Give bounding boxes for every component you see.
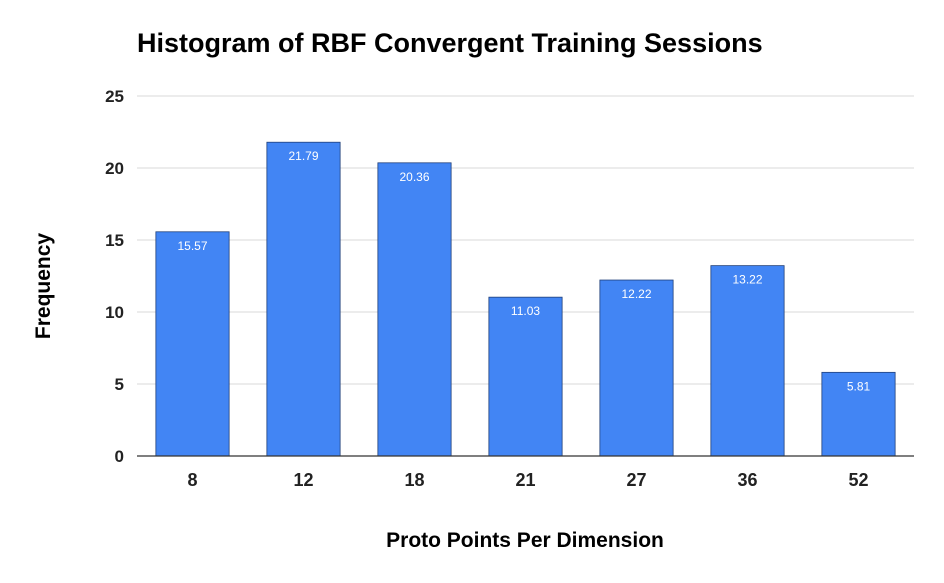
x-axis-title: Proto Points Per Dimension: [386, 529, 664, 552]
data-label-8: 15.57: [177, 239, 207, 253]
y-tick-label: 15: [105, 231, 124, 250]
data-label-21: 11.03: [511, 304, 540, 318]
data-labels: 15.57 21.79 20.36 11.03 12.22 13.22 5.81: [177, 149, 870, 393]
data-label-52: 5.81: [847, 379, 871, 393]
bar-8: [155, 231, 230, 457]
bar-27: [599, 279, 674, 457]
x-tick-label: 12: [293, 470, 313, 490]
bar-21: [488, 296, 563, 457]
bar-36: [710, 265, 785, 457]
axes: 0 5 10 15 20 25 8 12 18 21 27 36 52: [105, 87, 914, 490]
y-tick-label: 20: [105, 159, 124, 178]
x-tick-label: 52: [848, 470, 868, 490]
x-tick-label: 21: [515, 470, 535, 490]
x-tick-label: 18: [404, 470, 424, 490]
data-label-12: 21.79: [288, 149, 318, 163]
x-tick-label: 36: [737, 470, 757, 490]
chart-title: Histogram of RBF Convergent Training Ses…: [137, 28, 763, 58]
y-tick-label: 5: [115, 375, 124, 394]
y-axis-title: Frequency: [32, 233, 55, 340]
y-tick-label: 25: [105, 87, 124, 106]
data-label-18: 20.36: [399, 170, 429, 184]
data-label-36: 13.22: [732, 273, 762, 287]
x-tick-label: 8: [187, 470, 197, 490]
y-tick-label: 10: [105, 303, 124, 322]
y-tick-label: 0: [115, 447, 124, 466]
bar-18: [377, 162, 452, 457]
bar-52: [821, 371, 896, 457]
bar-12: [266, 141, 341, 457]
x-tick-label: 27: [626, 470, 646, 490]
data-label-27: 12.22: [621, 287, 651, 301]
bars: [155, 141, 896, 457]
